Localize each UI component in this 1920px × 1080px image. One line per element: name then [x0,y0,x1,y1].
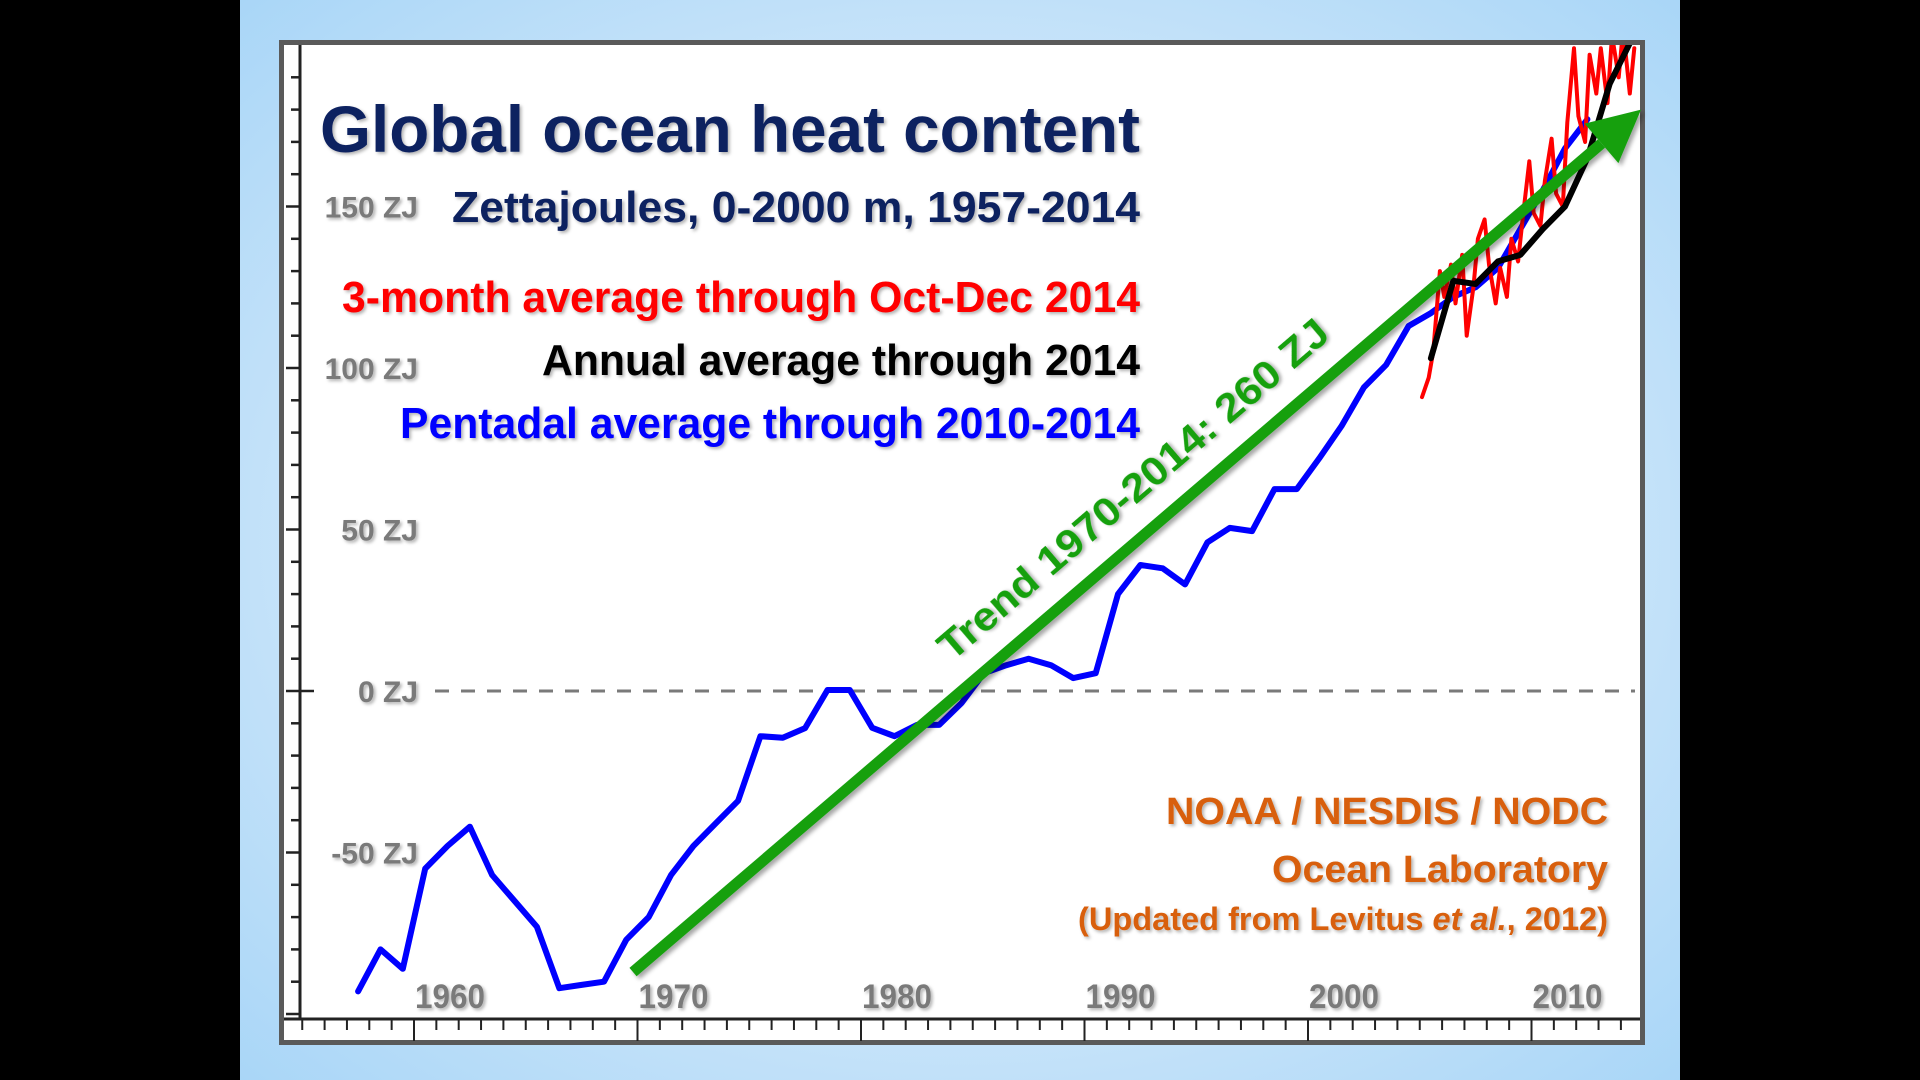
x-tick-label: 1970 [639,978,709,1016]
y-tick-label: 0 ZJ [358,676,418,709]
trend-line [629,139,1606,977]
legend-blue-label: Pentadal average through 2010-2014 [400,399,1141,448]
credit-line-3-italic: et al. [1432,901,1506,937]
x-tick-label: 1980 [862,978,932,1016]
axes [284,45,1640,1041]
x-tick-label: 1990 [1086,978,1156,1016]
credit-line-3-post: , 2012) [1507,901,1608,937]
y-tick-label: 50 ZJ [341,515,418,548]
x-tick-labels: 1960 1970 1980 1990 2000 2010 [415,978,1603,1016]
x-tick-label: 2010 [1533,978,1603,1016]
trend-arrowhead [1584,109,1642,164]
y-tick-labels: -50 ZJ 0 ZJ 50 ZJ 100 ZJ 150 ZJ [325,192,418,871]
trend-layer: Trend 1970-2014: 260 ZJ [629,109,1642,977]
legend-red-label: 3-month average through Oct-Dec 2014 [342,273,1141,322]
trend-arrow [629,109,1642,977]
chart-title: Global ocean heat content [320,92,1140,166]
quarterly-series-line-group [1420,45,1637,400]
credit-line-3: (Updated from Levitus et al., 2012) [1078,901,1608,937]
legend-black-label: Annual average through 2014 [542,336,1141,385]
chart-subtitle: Zettajoules, 0-2000 m, 1957-2014 [452,183,1141,232]
y-tick-label: 100 ZJ [325,353,418,386]
series-layer [355,45,1637,995]
y-tick-label: -50 ZJ [331,838,418,871]
credit-line-3-pre: (Updated from Levitus [1078,901,1432,937]
x-tick-label: 2000 [1309,978,1379,1016]
quarterly-series-line [1420,45,1637,400]
x-tick-label: 1960 [415,978,485,1016]
credit-line-2: Ocean Laboratory [1272,849,1608,891]
credit-line-1: NOAA / NESDIS / NODC [1166,791,1608,833]
chart-frame [279,40,1645,1045]
y-tick-label: 150 ZJ [325,192,418,225]
